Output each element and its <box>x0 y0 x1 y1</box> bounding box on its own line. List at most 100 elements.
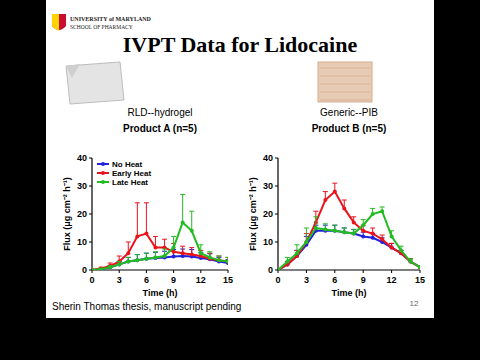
patch-fold <box>66 64 80 78</box>
logo-text: SCHOOL OF PHARMACY <box>70 24 133 30</box>
y-tick <box>89 242 92 243</box>
patch-pattern <box>320 76 370 77</box>
x-tick-label: 6 <box>332 275 337 285</box>
patch-shape <box>66 62 124 104</box>
x-tick-label: 9 <box>171 275 176 285</box>
error-bar <box>180 194 185 222</box>
legend-marker <box>101 180 105 184</box>
legend-label: Late Heat <box>112 178 148 187</box>
data-point <box>399 248 403 252</box>
data-point <box>172 255 176 259</box>
plot-area <box>278 183 420 270</box>
y-tick-label: 0 <box>82 265 87 275</box>
chart-subtitle: Generic--PIB <box>320 107 378 118</box>
data-point <box>409 260 413 264</box>
y-tick <box>275 214 278 215</box>
data-point <box>126 260 130 264</box>
data-point <box>163 254 167 258</box>
background <box>0 0 480 360</box>
x-axis-title: Time (h) <box>143 288 178 298</box>
data-point <box>314 226 318 230</box>
data-point <box>126 251 130 255</box>
logo: UNIVERSITY of MARYLAND SCHOOL OF PHARMACY <box>52 14 152 31</box>
x-tick-label: 0 <box>275 275 280 285</box>
data-point <box>409 260 413 264</box>
error-bar <box>144 203 149 234</box>
data-point <box>92 268 94 270</box>
data-point <box>371 236 375 240</box>
legend-label: No Heat <box>112 160 143 169</box>
x-tick-label: 9 <box>361 275 366 285</box>
series-line <box>278 211 420 270</box>
data-point <box>361 229 365 233</box>
x-tick <box>173 270 174 273</box>
x-tick <box>363 270 364 273</box>
x-tick <box>391 270 392 273</box>
data-point <box>226 260 228 264</box>
data-point <box>285 260 289 264</box>
data-point <box>108 265 112 269</box>
y-axis-title: Flux (μg cm⁻² h⁻¹) <box>62 177 72 251</box>
data-point <box>352 220 356 224</box>
y-tick <box>275 186 278 187</box>
y-tick <box>89 214 92 215</box>
data-point <box>217 258 221 262</box>
data-point <box>226 260 228 264</box>
logo-shield <box>52 14 59 31</box>
chart-title: Product B (n=5) <box>312 123 387 134</box>
x-tick <box>306 270 307 273</box>
data-point <box>342 230 346 234</box>
x-tick <box>92 270 93 273</box>
data-point <box>172 246 176 250</box>
data-point <box>144 257 148 261</box>
patch-image <box>66 62 124 104</box>
data-point <box>190 229 194 233</box>
patch-pattern <box>320 92 370 93</box>
data-point <box>126 260 130 264</box>
x-tick-label: 3 <box>117 275 122 285</box>
y-tick-label: 10 <box>263 237 273 247</box>
x-tick <box>119 270 120 273</box>
data-point <box>390 246 394 250</box>
x-tick-label: 0 <box>89 275 94 285</box>
patch-image <box>318 62 372 102</box>
data-point <box>135 258 139 262</box>
data-point <box>380 209 384 213</box>
chart-title: Product A (n=5) <box>123 123 197 134</box>
data-point <box>352 232 356 236</box>
legend-marker <box>101 162 105 166</box>
legend-swatch <box>97 163 109 165</box>
y-tick-label: 20 <box>263 209 273 219</box>
logo-text: UNIVERSITY of MARYLAND <box>70 16 152 22</box>
data-point <box>342 206 346 210</box>
x-tick-label: 6 <box>144 275 149 285</box>
data-point <box>92 268 94 270</box>
x-tick <box>334 270 335 273</box>
data-point <box>295 251 299 255</box>
data-point <box>371 212 375 216</box>
data-point <box>361 223 365 227</box>
y-tick-label: 30 <box>77 181 87 191</box>
y-tick-label: 10 <box>77 237 87 247</box>
y-tick <box>275 242 278 243</box>
data-point <box>208 255 212 259</box>
chart: Generic--PIBProduct B (n=5)0102030400369… <box>248 107 425 298</box>
data-point <box>181 251 185 255</box>
data-point <box>99 267 103 270</box>
slide-canvas: UNIVERSITY of MARYLAND SCHOOL OF PHARMACY… <box>0 0 480 360</box>
footnote: Sherin Thomas thesis, manuscript pending <box>52 301 241 312</box>
x-tick-label: 12 <box>387 275 397 285</box>
data-point <box>92 268 94 270</box>
data-point <box>153 255 157 259</box>
data-point <box>181 220 185 224</box>
data-point <box>135 234 139 238</box>
x-tick <box>146 270 147 273</box>
patch-shape <box>318 62 372 102</box>
data-point <box>117 262 121 266</box>
y-tick <box>89 158 92 159</box>
x-tick-label: 12 <box>196 275 206 285</box>
x-tick-label: 15 <box>415 275 425 285</box>
patch-pattern <box>320 100 370 101</box>
slide-title: IVPT Data for Lidocaine <box>123 32 358 57</box>
data-point <box>323 227 327 231</box>
